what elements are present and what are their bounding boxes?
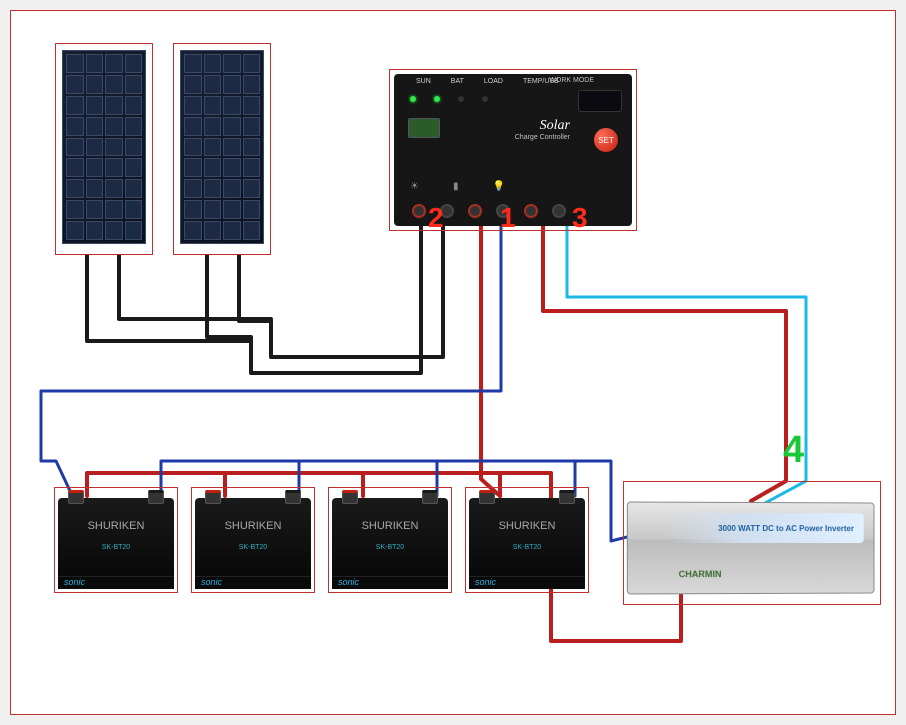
bulb-icon: 💡 [492, 181, 504, 192]
battery-2: SHURIKEN SK-BT20 sonic [191, 487, 315, 593]
inverter-logo: CHARMIN [679, 569, 722, 579]
battery-1: SHURIKEN SK-BT20 sonic [54, 487, 178, 593]
battery-series: sonic [58, 576, 174, 589]
solar-panel-2 [173, 43, 271, 255]
port-number-3: 3 [572, 202, 588, 234]
wire-ctrl-load-pos [543, 225, 786, 501]
controller-set-button[interactable]: SET [594, 128, 618, 152]
controller-icons: ☀ ▮ 💡 [410, 181, 505, 192]
panel-cells [62, 50, 146, 244]
battery-model: SK-BT20 [58, 544, 174, 551]
battery-3: SHURIKEN SK-BT20 sonic [328, 487, 452, 593]
wire-ctrl-bat-pos [481, 225, 500, 496]
controller-leds [410, 96, 488, 102]
battery-terminal-neg [148, 490, 164, 504]
solar-panel-1 [55, 43, 153, 255]
controller-usb-port [408, 118, 440, 138]
panel-cells [180, 50, 264, 244]
inverter: 3000 WATT DC to AC Power Inverter CHARMI… [623, 481, 881, 605]
wire-ctrl-bat-neg [41, 225, 501, 493]
wire-panel1-neg [87, 253, 251, 341]
battery-brand: SHURIKEN [58, 520, 174, 532]
controller-mode-label: WORK MODE [549, 77, 594, 84]
label-4: 4 [783, 429, 804, 472]
wire-panel1-pos [119, 253, 271, 319]
controller-display [578, 90, 622, 112]
controller-brand: Solar [540, 118, 570, 134]
controller-terminals [412, 204, 566, 218]
charge-controller: SUN BAT LOAD TEMP/USB WORK MODE Solar Ch… [389, 69, 637, 231]
wire-ctrl-load-neg [567, 225, 806, 516]
diagram-frame: SUN BAT LOAD TEMP/USB WORK MODE Solar Ch… [10, 10, 896, 715]
controller-brand-sub: Charge Controller [515, 134, 570, 141]
controller-top-labels: SUN BAT LOAD TEMP/USB [416, 78, 559, 85]
battery-terminal-pos [68, 490, 84, 504]
sun-icon: ☀ [410, 181, 419, 192]
inverter-text: 3000 WATT DC to AC Power Inverter [718, 523, 854, 532]
battery-icon: ▮ [453, 181, 459, 192]
battery-4: SHURIKEN SK-BT20 sonic [465, 487, 589, 593]
